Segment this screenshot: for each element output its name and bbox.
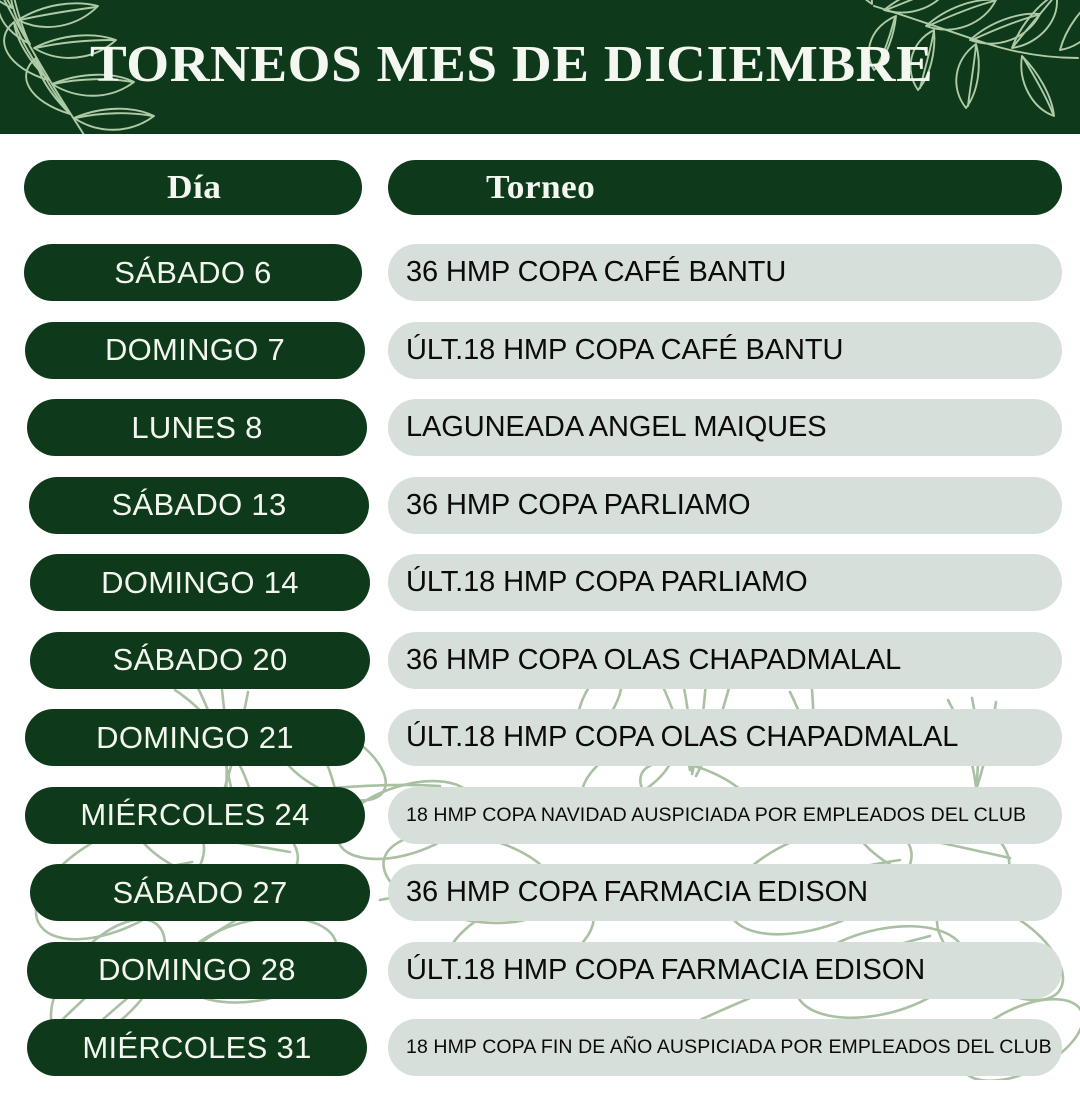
day-label: MIÉRCOLES 24: [80, 797, 310, 832]
day-pill[interactable]: SÁBADO 20: [30, 631, 370, 689]
day-pill[interactable]: SÁBADO 13: [29, 476, 369, 534]
torneo-label: 18 HMP COPA FIN DE AÑO AUSPICIADA POR EM…: [406, 1036, 1052, 1058]
torneo-pill[interactable]: 36 HMP COPA PARLIAMO: [388, 476, 1062, 534]
table-row: LUNES 8 LAGUNEADA ANGEL MAIQUES: [0, 399, 1080, 477]
day-pill[interactable]: DOMINGO 14: [30, 554, 370, 611]
table-header-row: Día Torneo: [0, 160, 1080, 244]
torneo-pill[interactable]: 36 HMP COPA OLAS CHAPADMALAL: [388, 631, 1062, 689]
column-header-dia: Día: [24, 160, 362, 215]
column-header-torneo: Torneo: [388, 160, 1062, 215]
schedule-table: Día Torneo SÁBADO 6 36 HMP COPA CAFÉ BANT…: [0, 160, 1080, 1097]
torneo-label: 36 HMP COPA CAFÉ BANTU: [406, 256, 787, 288]
torneo-label: ÚLT.18 HMP COPA OLAS CHAPADMALAL: [406, 721, 959, 753]
day-pill[interactable]: MIÉRCOLES 31: [27, 1019, 367, 1076]
day-pill[interactable]: SÁBADO 6: [24, 244, 362, 301]
table-row: MIÉRCOLES 31 18 HMP COPA FIN DE AÑO AUSPI…: [0, 1019, 1080, 1097]
torneo-label: ÚLT.18 HMP COPA PARLIAMO: [406, 566, 808, 598]
day-label: SÁBADO 20: [112, 642, 288, 677]
table-row: DOMINGO 7 ÚLT.18 HMP COPA CAFÉ BANTU: [0, 321, 1080, 400]
torneo-pill[interactable]: ÚLT.18 HMP COPA PARLIAMO: [388, 554, 1062, 611]
table-row: SÁBADO 27 36 HMP COPA FARMACIA EDISON: [0, 864, 1080, 942]
torneo-label: 18 HMP COPA NAVIDAD AUSPICIADA POR EMPLE…: [406, 803, 1027, 826]
torneo-label: 36 HMP COPA PARLIAMO: [406, 488, 751, 521]
torneo-pill[interactable]: ÚLT.18 HMP COPA OLAS CHAPADMALAL: [388, 709, 1062, 766]
torneo-label: 36 HMP COPA OLAS CHAPADMALAL: [406, 643, 902, 676]
table-row: MIÉRCOLES 24 18 HMP COPA NAVIDAD AUSPICIA…: [0, 786, 1080, 865]
column-header-dia-label: Día: [166, 168, 222, 206]
table-row: DOMINGO 21 ÚLT.18 HMP COPA OLAS CHAPADMAL…: [0, 709, 1080, 787]
torneo-label: ÚLT.18 HMP COPA FARMACIA EDISON: [406, 953, 926, 986]
day-label: SÁBADO 27: [112, 874, 288, 910]
table-row: SÁBADO 13 36 HMP COPA PARLIAMO: [0, 476, 1080, 555]
torneo-pill[interactable]: 18 HMP COPA FIN DE AÑO AUSPICIADA POR EM…: [388, 1019, 1062, 1076]
table-body: SÁBADO 6 36 HMP COPA CAFÉ BANTU DOMINGO 7 Ú…: [0, 244, 1080, 1097]
day-pill[interactable]: SÁBADO 27: [30, 864, 370, 921]
day-label: SÁBADO 13: [111, 487, 287, 522]
torneo-pill[interactable]: 36 HMP COPA FARMACIA EDISON: [388, 864, 1062, 921]
day-label: SÁBADO 6: [114, 254, 272, 290]
day-pill[interactable]: DOMINGO 28: [27, 941, 367, 999]
table-row: SÁBADO 6 36 HMP COPA CAFÉ BANTU: [0, 244, 1080, 322]
day-pill[interactable]: MIÉRCOLES 24: [25, 786, 365, 844]
torneo-pill[interactable]: LAGUNEADA ANGEL MAIQUES: [388, 399, 1062, 456]
column-header-torneo-label: Torneo: [486, 168, 596, 206]
day-label: DOMINGO 14: [101, 564, 299, 600]
torneo-pill[interactable]: ÚLT.18 HMP COPA FARMACIA EDISON: [388, 941, 1062, 999]
day-label: DOMINGO 28: [98, 952, 296, 987]
day-label: DOMINGO 7: [104, 332, 286, 367]
table-row: SÁBADO 20 36 HMP COPA OLAS CHAPADMALAL: [0, 631, 1080, 710]
day-label: MIÉRCOLES 31: [82, 1029, 312, 1065]
torneo-label: 36 HMP COPA FARMACIA EDISON: [406, 876, 868, 908]
torneo-label: LAGUNEADA ANGEL MAIQUES: [406, 411, 827, 443]
page-title: TORNEOS MES DE DICIEMBRE: [90, 36, 934, 93]
table-row: DOMINGO 28 ÚLT.18 HMP COPA FARMACIA EDISO…: [0, 941, 1080, 1020]
day-label: DOMINGO 21: [96, 719, 294, 755]
day-pill[interactable]: DOMINGO 21: [25, 709, 365, 766]
header-banner: TORNEOS MES DE DICIEMBRE: [0, 0, 1080, 134]
day-pill[interactable]: LUNES 8: [27, 399, 367, 456]
table-row: DOMINGO 14 ÚLT.18 HMP COPA PARLIAMO: [0, 554, 1080, 632]
torneo-pill[interactable]: 36 HMP COPA CAFÉ BANTU: [388, 244, 1062, 301]
day-label: LUNES 8: [131, 409, 263, 445]
day-pill[interactable]: DOMINGO 7: [25, 321, 365, 379]
torneo-pill[interactable]: ÚLT.18 HMP COPA CAFÉ BANTU: [388, 321, 1062, 379]
torneo-label: ÚLT.18 HMP COPA CAFÉ BANTU: [406, 333, 844, 366]
torneo-pill[interactable]: 18 HMP COPA NAVIDAD AUSPICIADA POR EMPLE…: [388, 786, 1062, 844]
